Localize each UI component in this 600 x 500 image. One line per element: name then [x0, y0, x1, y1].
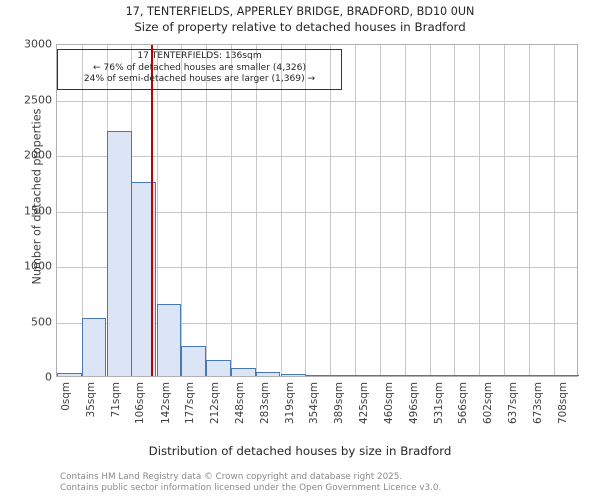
histogram-bar: [255, 371, 281, 376]
chart-title-block: 17, TENTERFIELDS, APPERLEY BRIDGE, BRADF…: [0, 4, 600, 35]
page-subtitle: Size of property relative to detached ho…: [134, 20, 466, 34]
histogram-bar: [454, 374, 479, 376]
y-axis-title: Number of detached properties: [30, 108, 44, 285]
x-axis-tick-label: 106sqm: [134, 382, 147, 424]
x-axis-tick-label: 177sqm: [184, 382, 197, 424]
histogram-bar: [231, 367, 256, 376]
gridline-vertical: [81, 45, 83, 376]
x-axis-tick-label: 531sqm: [432, 382, 445, 424]
histogram-bar: [405, 374, 430, 376]
x-axis-tick-label: 460sqm: [382, 382, 395, 424]
x-axis-tick-label: 212sqm: [208, 382, 221, 424]
property-size-marker-line: [151, 45, 154, 376]
gridline-horizontal: [57, 322, 577, 324]
gridline-vertical: [231, 45, 232, 376]
histogram-bar: [305, 374, 331, 376]
histogram-bar: [81, 318, 107, 376]
histogram-bar: [553, 374, 579, 376]
histogram-bar: [280, 373, 306, 376]
gridline-vertical: [329, 45, 331, 376]
annotation-callout: 17 TENTERFIELDS: 136sqm ← 76% of detache…: [57, 49, 342, 90]
y-axis-tick-label: 1000: [24, 259, 52, 273]
gridline-horizontal: [57, 211, 577, 213]
gridline-vertical: [553, 45, 555, 376]
y-axis-tick-labels: 0 500 1000 1500 2000 2500 3000: [0, 38, 52, 384]
x-axis-tick-label: 673sqm: [532, 382, 545, 424]
x-axis-tick-label: 496sqm: [408, 382, 420, 424]
histogram-bar: [205, 359, 231, 376]
gridline-vertical: [156, 45, 158, 376]
x-axis-tick-label: 389sqm: [332, 382, 345, 424]
gridline-vertical: [479, 45, 481, 376]
histogram-bar: [479, 374, 505, 376]
gridline-horizontal: [57, 267, 577, 268]
x-axis-tick-label: 0sqm: [60, 382, 72, 411]
histogram-bar: [156, 304, 182, 376]
gridline-vertical: [379, 45, 381, 376]
x-axis-tick-label: 248sqm: [234, 382, 246, 424]
y-axis-tick-label: 2000: [24, 148, 52, 162]
gridline-vertical: [181, 45, 183, 376]
x-axis-tick-label: 708sqm: [556, 382, 569, 424]
y-axis-tick-label: 2500: [24, 93, 52, 106]
x-axis-tick-label: 566sqm: [457, 382, 470, 424]
x-axis-title: Distribution of detached houses by size …: [148, 444, 452, 458]
x-axis-tick-label: 637sqm: [506, 382, 519, 424]
y-axis-tick-label: 500: [31, 315, 52, 328]
gridline-vertical: [205, 45, 207, 376]
gridline-vertical: [280, 45, 282, 376]
annotation-line-3: 24% of semi-detached houses are larger (…: [83, 74, 316, 84]
gridline-vertical: [255, 45, 257, 376]
footer-line-2: Contains public sector information licen…: [60, 482, 442, 493]
histogram-plot-area: 17 TENTERFIELDS: 136sqm ← 76% of detache…: [56, 44, 579, 377]
histogram-bar: [355, 374, 380, 376]
histogram-bar: [429, 374, 455, 376]
x-axis-tick-label: 319sqm: [283, 382, 296, 424]
attribution-footer: Contains HM Land Registry data © Crown c…: [60, 472, 590, 493]
histogram-bar: [329, 374, 355, 376]
footer-line-1: Contains HM Land Registry data © Crown c…: [60, 472, 403, 482]
x-axis-tick-label: 35sqm: [84, 382, 97, 418]
histogram-bar: [106, 130, 132, 376]
x-axis-tick-label: 71sqm: [109, 382, 122, 418]
gridline-horizontal: [57, 156, 577, 157]
gridline-vertical: [454, 45, 456, 376]
x-axis-tick-label: 425sqm: [358, 382, 371, 424]
histogram-bar: [503, 374, 529, 376]
annotation-line-2: ← 76% of detached houses are smaller (4,…: [92, 62, 307, 73]
x-axis-tick-label: 602sqm: [482, 382, 495, 424]
y-axis-tick-label: 3000: [24, 37, 52, 51]
gridline-vertical: [529, 45, 531, 376]
x-axis-tick-label: 142sqm: [159, 382, 172, 424]
x-axis-tick-label: 354sqm: [308, 382, 321, 424]
y-axis-tick-label: 1500: [24, 204, 52, 217]
x-axis-tick-labels: 0sqm 35sqm 71sqm 106sqm 142sqm 177sqm 212sqm 24…: [56, 382, 578, 440]
histogram-bar: [529, 374, 554, 376]
histogram-bar: [379, 374, 405, 376]
gridline-vertical: [503, 45, 505, 376]
gridline-vertical: [429, 45, 431, 376]
y-axis-tick-label: 0: [45, 370, 52, 384]
page-title: 17, TENTERFIELDS, APPERLEY BRIDGE, BRADF…: [125, 5, 475, 18]
gridline-vertical: [305, 45, 307, 376]
gridline-vertical: [355, 45, 357, 376]
histogram-bar: [181, 346, 206, 376]
x-axis-tick-label: 283sqm: [258, 382, 271, 424]
gridline-horizontal: [57, 100, 577, 102]
annotation-line-1: 17 TENTERFIELDS: 136sqm: [137, 51, 262, 61]
histogram-bar: [57, 373, 82, 376]
gridline-vertical: [405, 45, 406, 376]
